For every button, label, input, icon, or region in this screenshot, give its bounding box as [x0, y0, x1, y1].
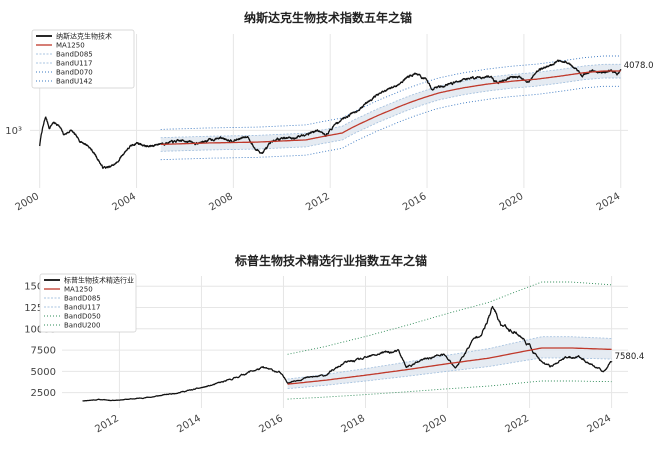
bands: [160, 55, 621, 161]
legend-label: BandU200: [64, 322, 100, 330]
legend-label: MA1250: [56, 42, 85, 50]
legend-label: BandD050: [64, 313, 101, 321]
grid: [30, 34, 628, 188]
x-tick-label: 2012: [304, 191, 332, 213]
legend-label: BandD070: [56, 69, 93, 77]
x-tick-label: 2022: [504, 413, 532, 435]
band-outer-upper-line: [160, 55, 621, 130]
y-tick-label: 2500: [31, 388, 56, 399]
band-outer-lower-line: [287, 380, 612, 400]
legend-label: BandD085: [56, 51, 93, 59]
band-u117-line: [287, 336, 612, 380]
end-value-label: 4078.0: [624, 61, 654, 71]
band-d085-line: [287, 357, 612, 390]
chart-nasdaq-biotech: 纳斯达克生物技术指数五年之锚 2000 2004 2008 2012 2016 2020 2…: [5, 10, 653, 213]
series-lines: [82, 305, 613, 402]
x-tick-label: 2018: [339, 413, 367, 435]
ma1250-line: [287, 347, 612, 385]
band-u117-line: [160, 63, 621, 139]
y-tick-label: 5000: [31, 367, 56, 378]
x-tick-label: 2024: [595, 191, 623, 213]
x-tick-label: 2008: [207, 191, 235, 213]
bands: [287, 281, 612, 400]
chart-sp-biotech: 标普生物技术精选行业指数五年之锚 2012 2014 2016 2018 2020 202…: [24, 253, 644, 435]
index-series-line: [82, 305, 613, 402]
legend: 标普生物技术精选行业MA1250BandD085BandU117BandD050…: [39, 273, 137, 333]
x-tick-label: 2024: [586, 413, 614, 435]
band-outer-lower-line: [160, 85, 621, 161]
chart-title: 纳斯达克生物技术指数五年之锚: [244, 10, 412, 25]
chart-title: 标普生物技术精选行业指数五年之锚: [234, 253, 427, 268]
end-value-label: 7580.4: [615, 352, 645, 362]
x-tick-label: 2016: [401, 191, 429, 213]
legend-box: [39, 273, 137, 333]
legend-label: BandU117: [64, 304, 100, 312]
x-tick-label: 2020: [421, 413, 449, 435]
legend-label: BandU142: [56, 78, 92, 86]
x-tick-label: 2012: [93, 413, 121, 435]
x-tick-label: 2000: [14, 191, 42, 213]
ma1250-line: [160, 70, 621, 146]
x-tick-label: 2014: [175, 413, 203, 435]
legend-box: [31, 29, 135, 89]
y-tick-label: 7500: [31, 346, 56, 357]
legend-label: 标普生物技术精选行业: [64, 276, 134, 285]
series-lines: [39, 59, 622, 170]
y-tick-label: 10³: [5, 126, 22, 137]
band-d085-line: [160, 77, 621, 152]
legend-label: BandU117: [56, 60, 92, 68]
legend-label: MA1250: [64, 286, 93, 294]
x-tick-label: 2016: [257, 413, 285, 435]
x-tick-label: 2020: [498, 191, 526, 213]
x-tick-label: 2004: [110, 191, 138, 213]
band-fill: [160, 64, 621, 152]
legend-label: BandD085: [64, 295, 101, 303]
legend: 纳斯达克生物技术MA1250BandD085BandU117BandD070Ba…: [31, 29, 135, 89]
legend-label: 纳斯达克生物技术: [56, 32, 112, 41]
